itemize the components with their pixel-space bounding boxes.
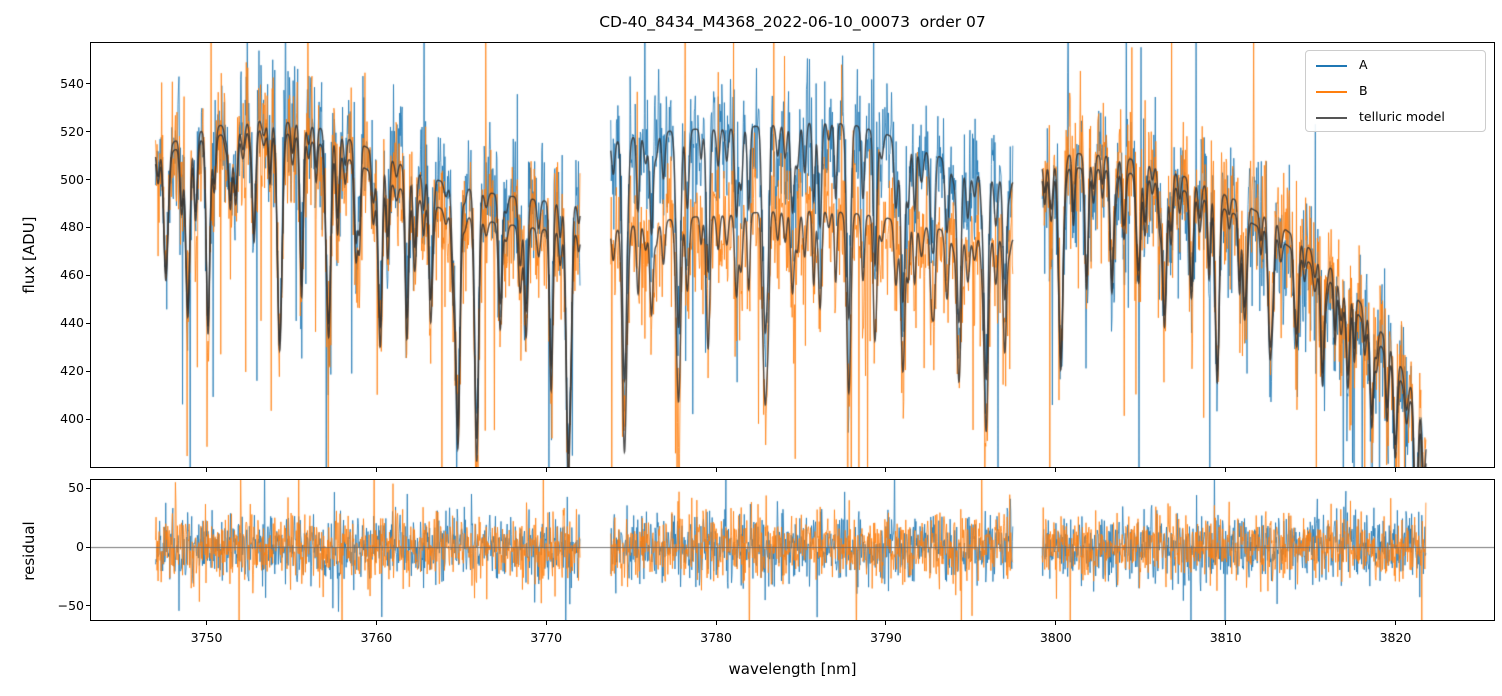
flux-plot-canvas xyxy=(91,43,1494,467)
legend-label-b: B xyxy=(1359,83,1368,98)
y-tick-mark xyxy=(86,226,90,228)
y-tick-label: 460 xyxy=(60,267,84,283)
x-tick-mark xyxy=(1055,468,1057,472)
x-tick-mark xyxy=(206,621,207,625)
legend-label-a: A xyxy=(1359,57,1368,72)
x-tick-label: 3810 xyxy=(1209,630,1242,645)
y-tick-mark xyxy=(86,605,90,607)
x-tick-label: 3750 xyxy=(190,630,223,645)
legend-label-telluric-model: telluric model xyxy=(1359,109,1445,124)
y-tick-label: 440 xyxy=(60,315,84,331)
x-axis-label: wavelength [nm] xyxy=(728,660,857,678)
y-tick-mark xyxy=(86,487,90,489)
y-tick-label: 420 xyxy=(60,363,84,379)
y-tick-mark xyxy=(86,370,90,372)
legend-entry-telluric-model: telluric model xyxy=(1306,105,1485,131)
x-tick-mark xyxy=(885,621,887,625)
legend-line-a xyxy=(1316,65,1347,67)
y-tick-mark xyxy=(86,179,90,181)
x-tick-mark xyxy=(375,621,377,625)
y-tick-label: 540 xyxy=(60,75,84,91)
y-tick-mark xyxy=(86,274,90,276)
x-tick-mark xyxy=(1225,621,1227,625)
y-tick-mark xyxy=(86,322,90,324)
x-tick-mark xyxy=(206,468,207,472)
residual-plot-canvas xyxy=(91,480,1494,620)
x-tick-label: 3760 xyxy=(360,630,393,645)
x-tick-mark xyxy=(545,621,547,625)
y-tick-label: 400 xyxy=(60,411,84,427)
x-tick-mark xyxy=(885,468,887,472)
x-tick-label: 3790 xyxy=(870,630,902,645)
x-tick-mark xyxy=(1394,621,1396,625)
x-tick-label: 3780 xyxy=(700,630,732,645)
x-tick-mark xyxy=(715,468,717,472)
y-tick-mark xyxy=(86,83,90,85)
x-tick-mark xyxy=(375,468,377,472)
x-tick-mark xyxy=(1394,468,1396,472)
legend: A B telluric model xyxy=(1305,50,1486,132)
chart-title: CD-40_8434_M4368_2022-06-10_00073 order … xyxy=(599,13,986,31)
x-tick-label: 3820 xyxy=(1379,630,1412,645)
residual-panel xyxy=(90,479,1495,621)
x-tick-label: 3770 xyxy=(530,630,563,645)
legend-line-b xyxy=(1316,91,1347,93)
y-tick-mark xyxy=(86,131,90,133)
x-tick-mark xyxy=(715,621,717,625)
y-tick-mark xyxy=(86,418,90,420)
x-tick-mark xyxy=(1225,468,1227,472)
y-tick-label: 50 xyxy=(68,480,84,496)
legend-entry-a: A xyxy=(1306,53,1485,79)
y-tick-label: −50 xyxy=(57,597,84,613)
x-tick-mark xyxy=(545,468,547,472)
y-tick-label: 0 xyxy=(76,539,84,555)
legend-entry-b: B xyxy=(1306,79,1485,105)
y-tick-label: 520 xyxy=(60,123,84,139)
y-tick-mark xyxy=(86,546,90,548)
flux-panel xyxy=(90,42,1495,468)
x-tick-label: 3800 xyxy=(1039,630,1072,645)
flux-axis-label: flux [ADU] xyxy=(20,216,38,294)
y-tick-label: 500 xyxy=(60,171,84,187)
x-tick-mark xyxy=(1055,621,1057,625)
y-tick-label: 480 xyxy=(60,219,84,235)
legend-line-telluric-model xyxy=(1316,117,1347,119)
